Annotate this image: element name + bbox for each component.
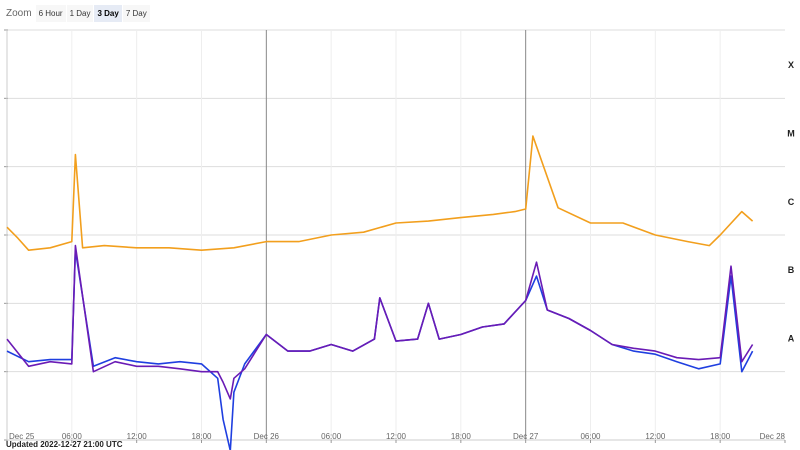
x-tick-label: Dec 25: [9, 432, 35, 441]
zoom-7-day-button[interactable]: 7 Day: [122, 4, 150, 22]
zoom-1-day-button[interactable]: 1 Day: [66, 4, 94, 22]
series-line-c: [6, 135, 754, 251]
zoom-label: Zoom: [6, 7, 32, 19]
flare-class-label: M: [787, 129, 795, 139]
updated-timestamp: Updated 2022-12-27 21:00 UTC: [6, 440, 123, 449]
chart-grid: [4, 29, 785, 441]
x-tick-label: 18:00: [191, 432, 212, 441]
x-tick-label: 18:00: [451, 432, 472, 441]
x-tick-label: Dec 27: [513, 432, 539, 441]
zoom-toolbar: Zoom 6 Hour 1 Day 3 Day 7 Day: [6, 4, 151, 22]
flare-class-label: A: [788, 334, 795, 344]
x-tick-label: 12:00: [645, 432, 666, 441]
chart-series: [6, 135, 754, 450]
flare-class-label: C: [788, 197, 795, 207]
zoom-3-day-button[interactable]: 3 Day: [94, 4, 122, 22]
x-tick-label: 06:00: [580, 432, 601, 441]
x-tick-label: 18:00: [710, 432, 731, 441]
flare-class-label: X: [788, 60, 794, 70]
series-line-b: [6, 244, 754, 400]
zoom-6-hour-button[interactable]: 6 Hour: [35, 4, 66, 22]
flare-class-labels: X M C B A: [787, 60, 795, 343]
x-tick-label: 06:00: [62, 432, 83, 441]
x-tick-label: 06:00: [321, 432, 342, 441]
x-tick-label: 12:00: [127, 432, 148, 441]
x-tick-label: Dec 26: [254, 432, 280, 441]
series-line-a: [6, 249, 754, 450]
x-axis-ticks: Dec 25 06:00 12:00 18:00 Dec 26 06:00 12:00 18:…: [6, 432, 786, 443]
x-tick-label: Dec 28: [760, 432, 786, 441]
x-tick-label: 12:00: [386, 432, 407, 441]
flare-class-label: B: [788, 265, 795, 275]
